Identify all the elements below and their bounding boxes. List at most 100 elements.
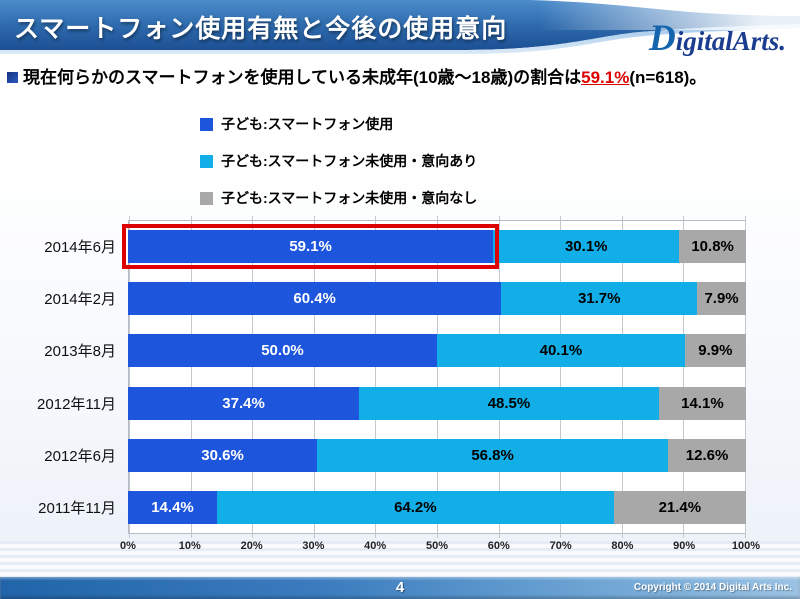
bar-value-label: 21.4%: [658, 499, 702, 517]
bar-value-label: 56.8%: [471, 446, 514, 464]
chart-legend: 子ども:スマートフォン使用子ども:スマートフォン未使用・意向あり子ども:スマート…: [200, 114, 477, 208]
gridline: [313, 216, 315, 538]
bar-value-label: 37.4%: [222, 394, 265, 412]
x-axis-tick-label: 0%: [120, 540, 136, 552]
x-axis-tick-label: 30%: [302, 540, 325, 552]
bar-segment: 31.7%: [501, 281, 698, 315]
copyright-text: Copyright © 2014 Digital Arts Inc.: [633, 582, 792, 593]
bar-track: 59.1% 30.1% 10.8%: [121, 223, 746, 269]
bar-value-label: 14.1%: [681, 394, 724, 412]
category-label: 2013年8月: [44, 343, 116, 361]
bar-value-label: 60.4%: [293, 289, 336, 307]
bar-segment: 10.8%: [679, 229, 746, 263]
legend-swatch-icon: [200, 117, 213, 131]
chart-rows: 2014年6月 59.1% 30.1% 10.8% 2014年2月 60.4% 31.7% 7…: [0, 220, 800, 534]
bar-segment: 21.4%: [613, 491, 746, 525]
bar-value-label: 14.4%: [151, 499, 194, 517]
legend-swatch-icon: [200, 191, 213, 205]
gridline: [560, 216, 562, 538]
legend-label: 子ども:スマートフォン未使用・意向あり: [221, 153, 478, 169]
gridline: [683, 216, 685, 538]
background-stripes: [0, 541, 800, 577]
bar-segment: 50.0%: [128, 334, 437, 368]
x-axis-tick-label: 70%: [549, 540, 572, 552]
bar-track: 30.6% 56.8% 12.6%: [128, 438, 746, 472]
category-label: 2011年11月: [38, 500, 116, 518]
key-finding-line: 現在何らかのスマートフォンを使用している未成年(10歳～18歳)の割合は59.1…: [7, 66, 797, 90]
x-axis-tick-label: 10%: [178, 540, 201, 552]
gridline: [252, 216, 254, 538]
legend-item: 子ども:スマートフォン使用: [200, 114, 477, 134]
bar-segment: 37.4%: [128, 386, 360, 420]
legend-item: 子ども:スマートフォン未使用・意向なし: [200, 188, 477, 208]
bar-track: 50.0% 40.1% 9.9%: [128, 334, 746, 368]
bar-segment: 64.2%: [216, 491, 614, 525]
bullet-square-icon: [7, 72, 18, 83]
bar-track: 14.4% 64.2% 21.4%: [128, 491, 746, 525]
bar-value-label: 9.9%: [698, 342, 733, 360]
bar-segment: 9.9%: [684, 334, 746, 368]
bar-value-label: 10.8%: [691, 237, 734, 255]
gridline: [745, 216, 746, 538]
gridline: [621, 216, 623, 538]
bar-value-label: 64.2%: [394, 499, 437, 517]
gridline: [437, 216, 438, 538]
x-axis-tick-label: 50%: [425, 540, 449, 552]
category-label: 2012年11月: [37, 395, 116, 413]
bar-segment: 14.4%: [128, 491, 217, 525]
chart-row: 2012年6月 30.6% 56.8% 12.6%: [0, 429, 800, 481]
slide-title: スマートフォン使用有無と今後の使用意向: [14, 15, 508, 43]
key-finding-prefix: 現在何らかのスマートフォンを使用している未成年(10歳～18歳)の割合は: [23, 68, 582, 87]
plot-area: [128, 216, 746, 538]
x-axis-tick-label: 90%: [673, 540, 696, 552]
bar-value-label: 7.9%: [704, 289, 739, 307]
header-swoosh-graphic: [0, 0, 800, 54]
gridline: [129, 216, 130, 538]
bar-value-label: 30.1%: [564, 237, 608, 255]
x-axis-tick-label: 80%: [611, 540, 634, 552]
chart-row: 2014年2月 60.4% 31.7% 7.9%: [0, 272, 800, 324]
digital-arts-logo: DigitalArts.: [648, 18, 786, 59]
chart-row: 2014年6月 59.1% 30.1% 10.8%: [0, 220, 800, 272]
bar-segment: 12.6%: [668, 438, 746, 472]
legend-item: 子ども:スマートフォン未使用・意向あり: [200, 151, 477, 171]
bar-track: 60.4% 31.7% 7.9%: [128, 281, 746, 315]
legend-swatch-icon: [200, 154, 213, 168]
bar-segment: 14.1%: [658, 386, 746, 420]
x-axis: 0% 10% 20% 30% 40% 50% 60% 70% 80% 90% 100%: [120, 536, 760, 556]
bar-segment: 30.1%: [493, 229, 680, 263]
footer-bar: 4 Copyright © 2014 Digital Arts Inc.: [0, 577, 800, 599]
gridline: [190, 216, 192, 538]
x-axis-tick-label: 60%: [487, 540, 510, 552]
key-finding-highlight: 59.1%: [581, 68, 630, 87]
bar-value-label: 31.7%: [577, 289, 621, 307]
key-finding-text: 現在何らかのスマートフォンを使用している未成年(10歳～18歳)の割合は59.1…: [23, 66, 706, 90]
gridline: [498, 216, 500, 538]
x-axis-tick-label: 40%: [364, 540, 387, 552]
x-axis-tick-label: 100%: [731, 540, 761, 552]
chart-row: 2013年8月 50.0% 40.1% 9.9%: [0, 325, 800, 377]
bar-segment: 59.1%: [121, 223, 500, 269]
bar-value-label: 12.6%: [685, 446, 729, 464]
bar-value-label: 50.0%: [261, 342, 304, 360]
header-bar: スマートフォン使用有無と今後の使用意向 DigitalArts.: [0, 0, 800, 60]
bar-track: 37.4% 48.5% 14.1%: [128, 386, 746, 420]
gridline: [375, 216, 377, 538]
bar-value-label: 48.5%: [487, 394, 531, 412]
chart-row: 2012年11月 37.4% 48.5% 14.1%: [0, 377, 800, 429]
key-finding-suffix: (n=618)。: [629, 68, 707, 87]
bar-segment: 56.8%: [317, 438, 669, 472]
stacked-bar-chart: 2014年6月 59.1% 30.1% 10.8% 2014年2月 60.4% 31.7% 7…: [0, 216, 800, 552]
x-axis-tick-label: 20%: [240, 540, 263, 552]
chart-row: 2011年11月 14.4% 64.2% 21.4%: [0, 482, 800, 534]
category-label: 2014年6月: [44, 238, 116, 256]
bar-value-label: 59.1%: [289, 237, 332, 255]
bar-segment: 48.5%: [359, 386, 659, 420]
category-label: 2014年2月: [44, 290, 116, 308]
bar-segment: 60.4%: [128, 281, 502, 315]
legend-label: 子ども:スマートフォン使用: [221, 116, 394, 132]
category-label: 2012年6月: [44, 447, 116, 465]
bar-segment: 40.1%: [437, 334, 685, 368]
bar-value-label: 40.1%: [539, 342, 583, 360]
